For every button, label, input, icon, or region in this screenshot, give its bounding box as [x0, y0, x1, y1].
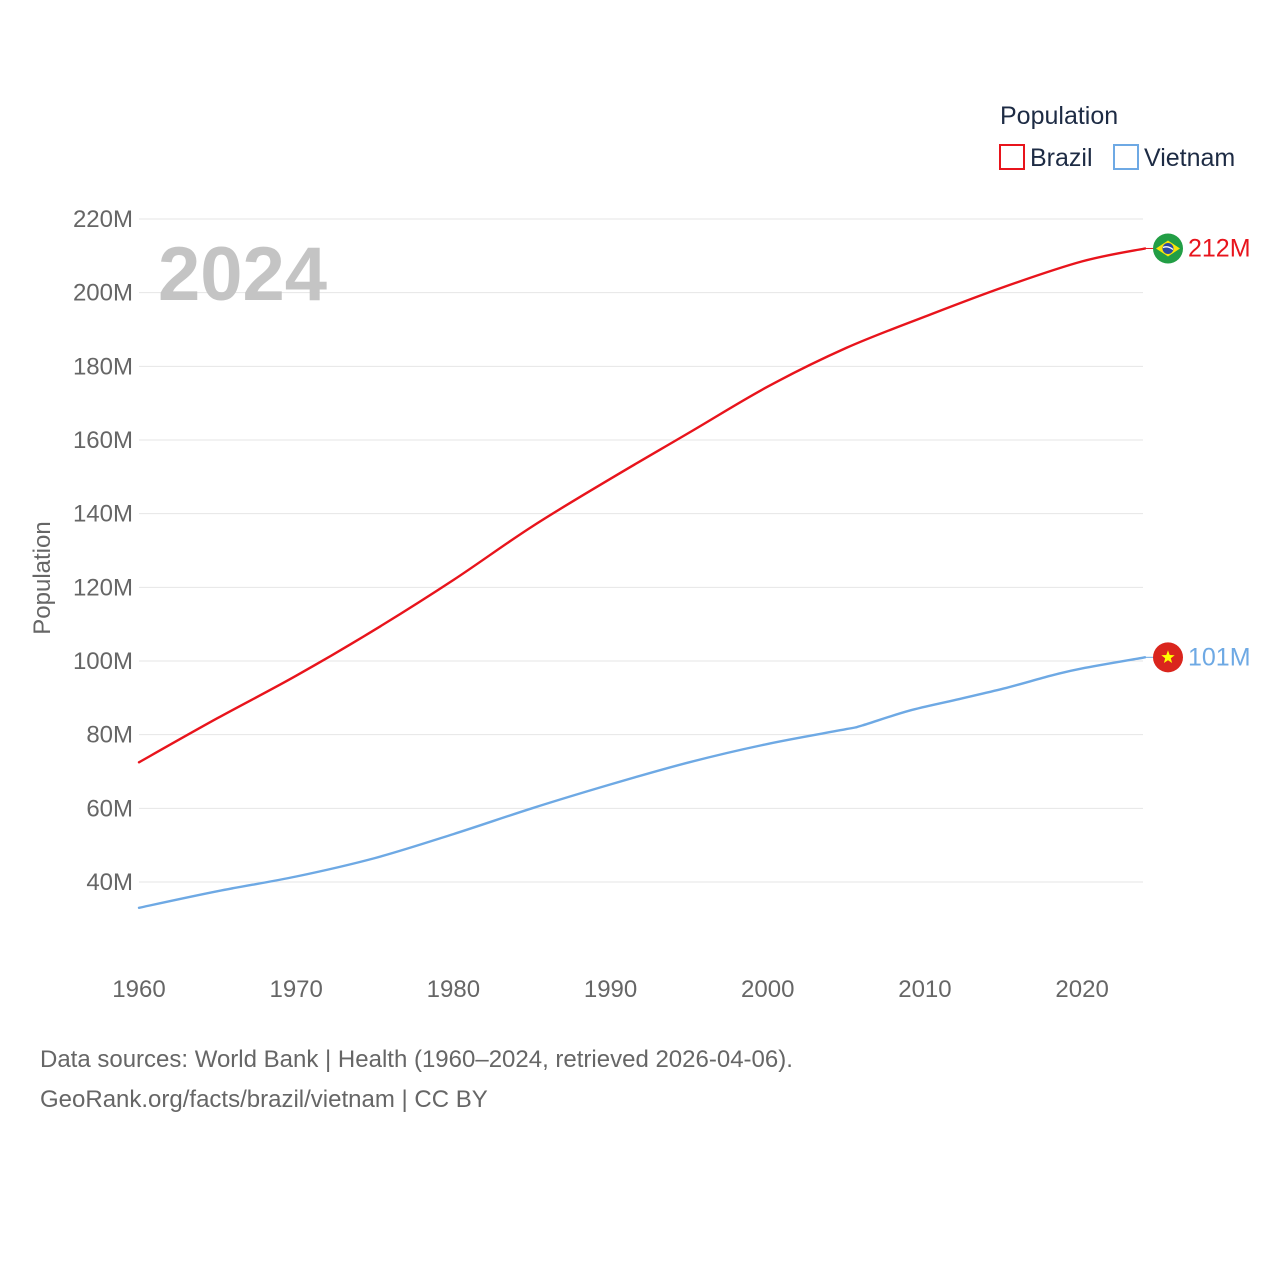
legend-swatch — [1113, 144, 1139, 170]
grid-layer — [139, 218, 1143, 883]
legend: Population Brazil Vietnam — [999, 102, 1235, 172]
y-tick-label: 220M — [73, 206, 133, 233]
x-tick-label: 1970 — [269, 976, 322, 1003]
x-tick-label: 1990 — [584, 976, 637, 1003]
legend-items: Brazil Vietnam — [999, 144, 1235, 172]
legend-label: Brazil — [1030, 144, 1093, 172]
series-line-brazil — [137, 247, 1147, 764]
y-tick-label: 200M — [73, 280, 133, 307]
end-label-brazil: 212M — [1188, 234, 1251, 262]
current-year-label: 2024 — [158, 232, 327, 317]
legend-title: Population — [1000, 102, 1118, 130]
x-tick-label: 2020 — [1055, 976, 1108, 1003]
data-source-note: Data sources: World Bank | Health (1960–… — [40, 1046, 793, 1073]
legend-item-brazil[interactable]: Brazil — [999, 144, 1093, 172]
legend-label: Vietnam — [1144, 144, 1235, 172]
y-tick-label: 160M — [73, 427, 133, 454]
x-tick-label: 2010 — [898, 976, 951, 1003]
y-tick-label: 60M — [86, 795, 133, 822]
y-tick-label: 140M — [73, 501, 133, 528]
end-label-vietnam: 101M — [1188, 643, 1251, 671]
series-line-vietnam — [137, 656, 1147, 909]
y-axis-title: Population — [29, 521, 56, 634]
end-labels: 212M 101M — [1145, 233, 1251, 673]
y-tick-label: 40M — [86, 869, 133, 896]
vietnam-flag-icon — [1153, 642, 1183, 673]
x-tick-label: 2000 — [741, 976, 794, 1003]
x-tick-label: 1960 — [112, 976, 165, 1003]
series-layer — [137, 247, 1147, 909]
y-tick-label: 80M — [86, 722, 133, 749]
legend-swatch — [999, 144, 1025, 170]
y-tick-label: 180M — [73, 353, 133, 380]
y-tick-label: 100M — [73, 648, 133, 675]
legend-item-vietnam[interactable]: Vietnam — [1113, 144, 1235, 172]
brazil-flag-icon — [1153, 233, 1183, 264]
y-tick-label: 120M — [73, 574, 133, 601]
credit-line: GeoRank.org/facts/brazil/vietnam | CC BY — [40, 1086, 488, 1113]
x-tick-label: 1980 — [427, 976, 480, 1003]
y-axis-ticks: 40M 60M 80M 100M 120M 140M 160M 180M 200M 220M — [73, 206, 133, 896]
x-axis-ticks: 1960 1970 1980 1990 2000 2010 2020 — [112, 976, 1109, 1003]
